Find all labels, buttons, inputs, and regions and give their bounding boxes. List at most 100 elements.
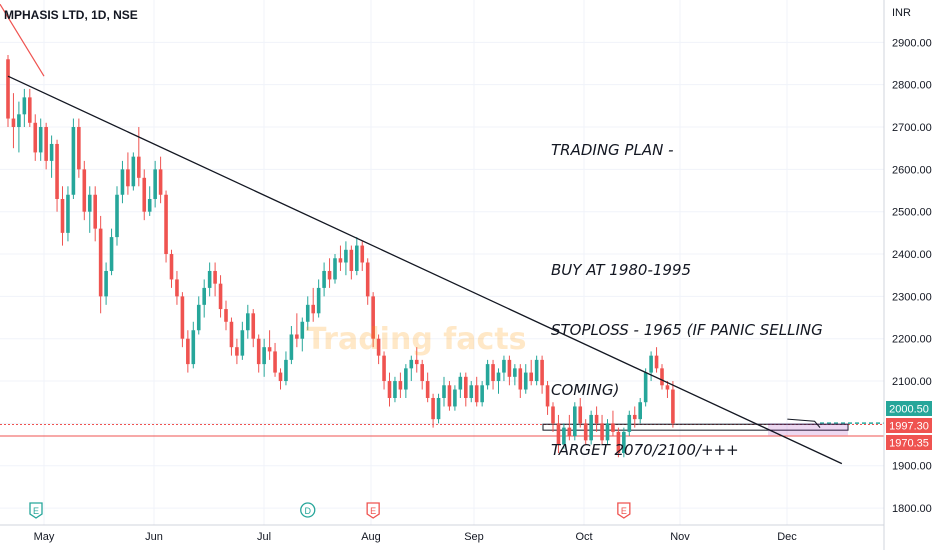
candle-body xyxy=(295,334,299,339)
earnings-marker xyxy=(29,502,43,519)
candle-body xyxy=(98,228,103,297)
candle-body xyxy=(436,397,441,420)
price-tick-label: 2100.00 xyxy=(892,376,932,388)
candle-body xyxy=(180,296,185,339)
candle-body xyxy=(583,423,588,441)
candle-body xyxy=(458,376,463,390)
candle-body xyxy=(464,376,468,398)
candle-body xyxy=(365,262,370,297)
candle-body xyxy=(643,372,648,403)
candle-body xyxy=(229,321,234,348)
candle-body xyxy=(447,385,452,407)
candle-body xyxy=(649,355,653,373)
candle-body xyxy=(398,381,403,390)
candle-body xyxy=(573,406,577,437)
candle-body xyxy=(207,270,212,288)
price-label-text: 1997.30 xyxy=(889,421,929,433)
candle-body xyxy=(562,427,566,445)
candle-body xyxy=(545,385,550,407)
price-label-text: 2000.50 xyxy=(889,404,929,416)
plan-line: BUY AT 1980-1995 xyxy=(551,261,692,279)
downtrend-line xyxy=(7,75,843,465)
candle-body xyxy=(11,118,16,128)
candle-body xyxy=(371,296,375,339)
candle-body xyxy=(93,194,97,229)
candle-body xyxy=(355,245,359,271)
price-tick-label: 2500.00 xyxy=(892,207,932,219)
event-marker-letter: D xyxy=(305,506,312,516)
currency-label: INR xyxy=(892,7,911,19)
candle-body xyxy=(654,355,659,369)
price-tick-label: 2300.00 xyxy=(892,291,932,303)
plan-line: TARGET 2070/2100/+++ xyxy=(551,441,739,459)
candle-body xyxy=(278,372,283,382)
candle-body xyxy=(507,359,512,377)
candle-body xyxy=(382,355,386,382)
candle-body xyxy=(409,359,414,369)
price-tick-label: 1800.00 xyxy=(892,503,932,515)
candle-body xyxy=(425,381,430,398)
candle-body xyxy=(523,372,528,390)
candle-body xyxy=(284,359,288,382)
candle-body xyxy=(202,287,206,305)
candle-body xyxy=(115,194,119,238)
candle-body xyxy=(191,330,196,365)
candles xyxy=(6,55,675,458)
candle-body xyxy=(605,423,610,441)
candle-body xyxy=(338,258,343,263)
price-tick-label: 2800.00 xyxy=(892,80,932,92)
candle-body xyxy=(518,368,523,390)
candle-body xyxy=(480,385,484,403)
month-label: Dec xyxy=(777,531,797,543)
candle-body xyxy=(273,351,277,373)
candle-body xyxy=(404,368,408,390)
candle-body xyxy=(262,347,266,365)
candle-body xyxy=(485,364,490,386)
candle-body xyxy=(491,364,495,382)
earnings-marker xyxy=(366,502,380,519)
candle-body xyxy=(349,249,354,271)
candle-body xyxy=(529,372,533,382)
candle-body xyxy=(387,381,392,398)
candle-body xyxy=(578,406,583,424)
candle-body xyxy=(344,249,348,263)
candle-body xyxy=(126,169,130,187)
candle-body xyxy=(164,194,168,255)
candle-body xyxy=(376,338,381,356)
price-label-text: 1970.35 xyxy=(889,438,929,450)
candle-body xyxy=(632,414,637,420)
candle-body xyxy=(414,359,419,365)
candle-body xyxy=(289,334,294,360)
candle-body xyxy=(622,431,626,454)
candle-body xyxy=(513,368,517,377)
candle-body xyxy=(534,359,539,382)
candle-body xyxy=(616,431,621,454)
candle-body xyxy=(611,423,615,432)
candle-body xyxy=(218,283,223,310)
month-label: Oct xyxy=(575,531,592,543)
candle-body xyxy=(158,169,163,195)
month-label: Sep xyxy=(464,531,484,543)
candle-body xyxy=(627,414,632,432)
candle-body xyxy=(305,304,310,322)
price-label-tag xyxy=(886,435,932,450)
price-tick-label: 2200.00 xyxy=(892,334,932,346)
candle-body xyxy=(38,127,43,153)
month-label: Nov xyxy=(670,531,690,543)
entry-zone-box xyxy=(768,423,848,436)
candle-body xyxy=(153,169,157,199)
candle-body xyxy=(551,406,555,424)
event-marker-letter: E xyxy=(370,506,376,516)
candle-body xyxy=(235,347,239,356)
trading-plan-note: TRADING PLAN - BUY AT 1980-1995 STOPLOSS… xyxy=(551,100,823,500)
price-tick-label: 2900.00 xyxy=(892,37,932,49)
price-axis: 1800.001900.002000.002100.002200.002300.… xyxy=(883,0,932,550)
candle-body xyxy=(137,156,141,178)
candle-body xyxy=(224,309,228,322)
symbol-title: MPHASIS LTD, 1D, NSE xyxy=(4,8,138,22)
watermark-text: Trading facts xyxy=(306,322,527,357)
price-tick-label: 2400.00 xyxy=(892,249,932,261)
month-label: Jul xyxy=(257,531,271,543)
